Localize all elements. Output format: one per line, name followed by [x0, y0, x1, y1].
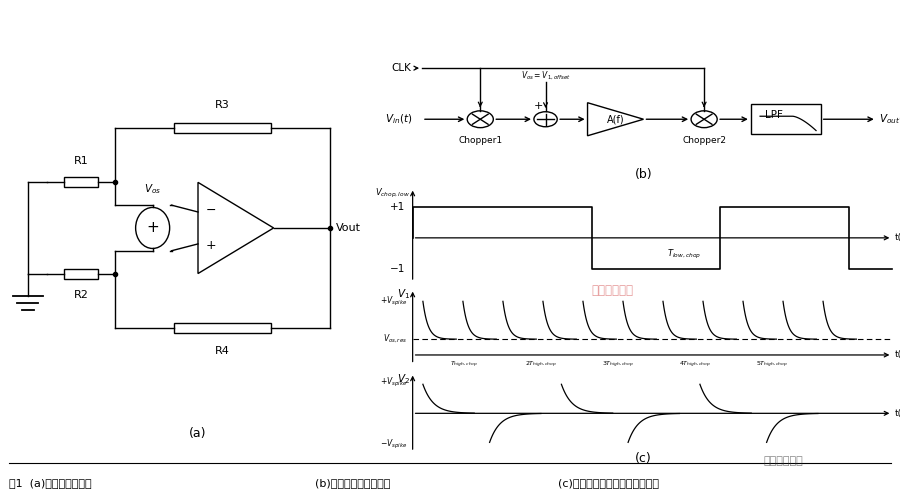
Text: LPF: LPF — [765, 110, 783, 120]
Text: $V_1$: $V_1$ — [397, 287, 410, 301]
Text: −1: −1 — [390, 264, 405, 274]
Text: $+V_{spike}$: $+V_{spike}$ — [380, 376, 408, 389]
Bar — [64, 177, 98, 187]
Text: $-V_{spike}$: $-V_{spike}$ — [380, 438, 408, 451]
Text: $5T_{high,chop}$: $5T_{high,chop}$ — [756, 360, 788, 370]
Text: R4: R4 — [215, 346, 230, 356]
Text: +: + — [147, 220, 159, 235]
Text: +1: +1 — [390, 202, 405, 212]
Text: t(s): t(s) — [895, 351, 900, 360]
Text: $V_{in}(t)$: $V_{in}(t)$ — [384, 112, 412, 126]
Text: +: + — [205, 239, 216, 252]
Text: $V_{os}$: $V_{os}$ — [144, 182, 161, 196]
Text: CLK: CLK — [392, 63, 411, 73]
Text: R1: R1 — [74, 156, 88, 166]
Text: R2: R2 — [74, 290, 88, 300]
Text: (b): (b) — [634, 168, 652, 181]
Text: Vout: Vout — [336, 223, 361, 233]
Text: (b)斩波稳定技术原理图: (b)斩波稳定技术原理图 — [315, 478, 391, 488]
Bar — [174, 123, 271, 133]
Text: 电子产品世界: 电子产品世界 — [591, 284, 633, 297]
Text: A(f): A(f) — [607, 114, 625, 124]
Text: −: − — [205, 204, 216, 217]
Text: $V_{os}=V_{1,offset}$: $V_{os}=V_{1,offset}$ — [521, 70, 571, 82]
Text: $T_{high,chop}$: $T_{high,chop}$ — [450, 360, 478, 370]
Text: Chopper2: Chopper2 — [682, 136, 726, 145]
Text: 图1  (a)跨阻滤波器模型: 图1 (a)跨阻滤波器模型 — [9, 478, 92, 488]
Text: Chopper1: Chopper1 — [458, 136, 502, 145]
Text: $V_2$: $V_2$ — [397, 372, 410, 385]
Text: $+V_{spike}$: $+V_{spike}$ — [380, 295, 408, 308]
Text: $V_{os,res}$: $V_{os,res}$ — [383, 333, 408, 345]
Text: $V_{out}(t)$: $V_{out}(t)$ — [879, 112, 900, 126]
Bar — [64, 269, 98, 279]
Text: t(s): t(s) — [895, 409, 900, 418]
Text: +: + — [534, 101, 544, 111]
Text: t(s): t(s) — [895, 233, 900, 242]
Text: $V_{chop,low}$: $V_{chop,low}$ — [375, 186, 410, 200]
Text: R3: R3 — [215, 100, 230, 110]
Text: (a): (a) — [189, 427, 207, 439]
Text: $3T_{high,chop}$: $3T_{high,chop}$ — [602, 360, 634, 370]
Bar — [174, 323, 271, 333]
Text: 电子产品世界: 电子产品世界 — [763, 456, 803, 466]
Text: $2T_{high,chop}$: $2T_{high,chop}$ — [525, 360, 557, 370]
Text: $T_{low,chop}$: $T_{low,chop}$ — [668, 248, 702, 261]
Bar — [751, 104, 821, 134]
Text: (c): (c) — [635, 452, 652, 465]
Text: (c)嵌套斩波消除残余失调原理图: (c)嵌套斩波消除残余失调原理图 — [558, 478, 659, 488]
Text: $4T_{high,chop}$: $4T_{high,chop}$ — [679, 360, 711, 370]
